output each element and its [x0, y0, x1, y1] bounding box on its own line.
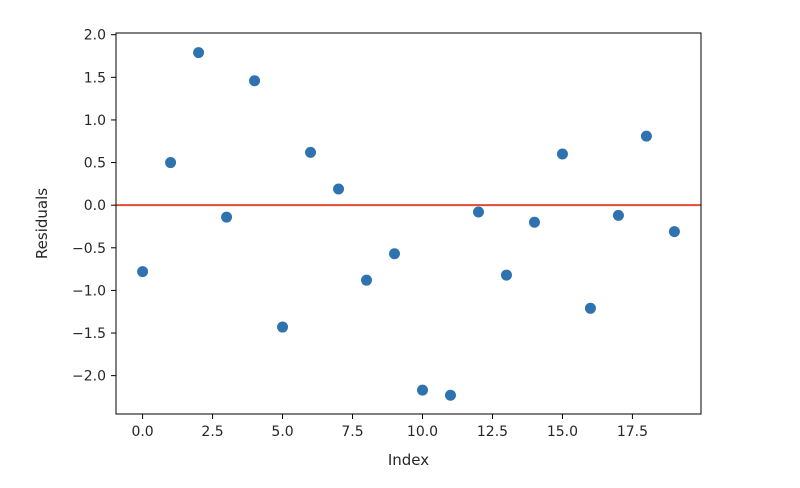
axes-border: [115, 32, 702, 415]
data-point-11: [444, 389, 456, 401]
data-point-6: [305, 146, 317, 158]
y-tick-label: 0.5: [84, 156, 106, 172]
data-point-1: [165, 157, 177, 169]
data-point-12: [472, 206, 484, 218]
data-point-13: [500, 269, 512, 281]
y-tick-label: −1.5: [72, 326, 106, 342]
y-tick-label: −2.0: [72, 369, 106, 385]
data-point-9: [389, 248, 401, 260]
chart-marks: [116, 47, 701, 401]
y-tick-label: 0.0: [84, 198, 106, 214]
y-tick-label: −0.5: [72, 241, 106, 257]
data-point-16: [584, 302, 596, 314]
y-axis-ticks: −2.0 −1.5 −1.0 −0.5 0.0 0.5 1.0 1.5 2.0: [72, 28, 116, 385]
data-point-14: [528, 216, 540, 228]
x-tick-label: 2.5: [201, 424, 223, 440]
x-tick-label: 17.5: [617, 424, 648, 440]
y-tick-label: −1.0: [72, 283, 106, 299]
data-point-19: [668, 226, 680, 238]
data-point-7: [333, 183, 345, 195]
plot-area: [116, 33, 701, 414]
x-axis-label: Index: [388, 451, 429, 469]
data-point-18: [640, 130, 652, 142]
data-point-0: [137, 266, 149, 278]
data-point-15: [556, 148, 568, 160]
data-point-8: [361, 274, 373, 286]
data-point-3: [221, 211, 233, 223]
data-point-4: [249, 75, 261, 87]
x-axis-ticks: 0.0 2.5 5.0 7.5 10.0 12.5 15.0 17.5: [131, 414, 648, 440]
x-tick-label: 12.5: [477, 424, 508, 440]
y-tick-label: 1.5: [84, 70, 106, 86]
x-tick-label: 0.0: [131, 424, 153, 440]
y-tick-label: 2.0: [84, 28, 106, 44]
data-point-10: [416, 384, 428, 396]
x-tick-label: 7.5: [341, 424, 363, 440]
axes-frame: [115, 32, 702, 415]
y-tick-label: 1.0: [84, 113, 106, 129]
y-axis-label: Residuals: [33, 188, 51, 259]
x-tick-label: 10.0: [407, 424, 438, 440]
plot-background: [116, 33, 701, 414]
x-tick-label: 15.0: [547, 424, 578, 440]
data-point-2: [193, 47, 205, 59]
x-tick-label: 5.0: [271, 424, 293, 440]
data-point-5: [277, 321, 289, 333]
data-point-17: [612, 209, 624, 221]
